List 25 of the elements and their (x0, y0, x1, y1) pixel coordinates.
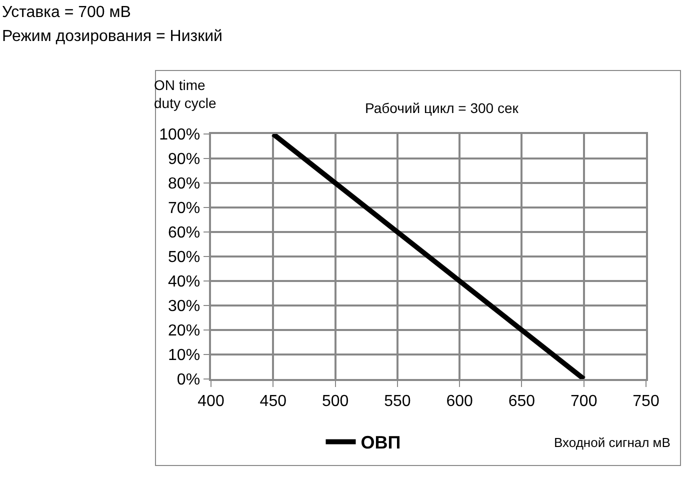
x-tick-label: 650 (508, 392, 536, 410)
x-tick-label: 500 (322, 392, 349, 410)
text: Рабочий цикл = 300 сек (365, 100, 520, 116)
chart-subtitle: Режим дозирования = Низкий (2, 28, 222, 45)
legend-label: ОВП (360, 432, 401, 453)
x-tick-label: 400 (198, 392, 224, 410)
y-tick-label: 0% (176, 372, 200, 389)
text: Уставка = 700 мВ (2, 4, 131, 21)
y-tick-label: 60% (168, 224, 200, 242)
x-tick-label: 600 (446, 392, 474, 410)
y-tick-label: 100% (159, 126, 200, 144)
y-tick-label: 90% (168, 151, 200, 168)
x-tick-label: 550 (384, 392, 411, 410)
x-tick-label: 700 (570, 392, 598, 410)
y-tick-label: 40% (168, 274, 200, 291)
y-tick-label: 20% (168, 322, 200, 340)
y-tick-label: 10% (168, 347, 200, 364)
y-tick-label: 50% (168, 249, 200, 266)
y-axis-title: ON time duty cycle (154, 77, 216, 112)
x-axis-title: Входной сигнал мВ (554, 435, 670, 450)
x-tick-label: 450 (260, 392, 287, 410)
y-tick-label: 80% (168, 176, 200, 193)
y-tick-label: 70% (168, 200, 200, 218)
x-tick-label: 750 (632, 392, 660, 410)
y-tick-label: 30% (168, 298, 200, 316)
